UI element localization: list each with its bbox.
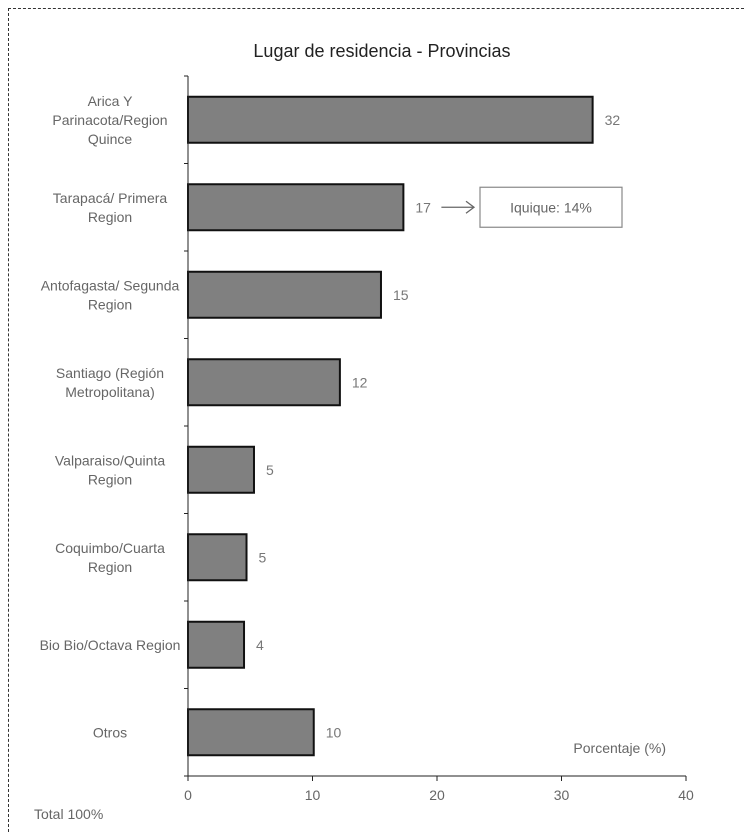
data-label: 4: [256, 637, 264, 653]
x-axis-label: Porcentaje (%): [573, 740, 666, 756]
category-label-line: Arica Y: [88, 93, 134, 109]
category-label-line: Valparaiso/Quinta: [55, 452, 165, 468]
category-label: Bio Bio/Octava Region: [40, 637, 181, 653]
chart-frame: [8, 8, 744, 832]
bar: [187, 358, 341, 407]
category-label-line: Antofagasta/ Segunda: [41, 277, 180, 293]
category-label-line: Tarapacá/ Primera: [53, 190, 168, 206]
data-label: 5: [266, 462, 274, 478]
category-label-line: Region: [88, 209, 132, 225]
annotation-arrowhead: [465, 200, 476, 214]
category-label-line: Quince: [88, 131, 133, 147]
x-tick-label: 20: [429, 787, 445, 803]
bar: [187, 270, 382, 319]
data-label: 5: [259, 549, 267, 565]
category-label: Tarapacá/ Primera Region: [53, 190, 168, 225]
x-tick-label: 30: [554, 787, 570, 803]
category-label: Valparaiso/Quinta Region: [55, 452, 165, 487]
category-label-line: Region: [88, 559, 132, 575]
axes: 0 10 20 30 40: [184, 75, 694, 803]
x-tick-label: 40: [678, 787, 694, 803]
category-label: Antofagasta/ Segunda Region: [41, 277, 180, 312]
data-label: 12: [352, 374, 368, 390]
category-label: Arica Y Parinacota/Region Quince: [52, 93, 167, 147]
bar: [187, 708, 315, 757]
category-label-line: Otros: [93, 724, 127, 740]
category-label: Santiago (Región Metropolitana): [56, 365, 164, 400]
footnote: Total 100%: [34, 806, 103, 822]
category-label: Coquimbo/Cuarta Region: [55, 540, 165, 575]
data-label: 15: [393, 287, 409, 303]
data-label: 10: [326, 724, 342, 740]
data-label: 17: [415, 199, 431, 215]
bars-layer: 32 17 15 12 5 5 4 10: [187, 95, 621, 757]
annotation-layer: Iquique: 14%: [441, 186, 623, 228]
category-label-line: Coquimbo/Cuarta: [55, 540, 165, 556]
annotation-text: Iquique: 14%: [510, 199, 592, 215]
category-label: Otros: [93, 724, 127, 740]
data-label: 32: [605, 112, 621, 128]
category-label-line: Region: [88, 471, 132, 487]
bar: [187, 533, 248, 582]
x-tick-label: 10: [305, 787, 321, 803]
bar: [187, 445, 255, 494]
category-label-line: Region: [88, 296, 132, 312]
x-tick-label: 0: [184, 787, 192, 803]
bar: [187, 183, 405, 232]
chart-title: Lugar de residencia - Provincias: [253, 41, 510, 61]
category-label-line: Parinacota/Region: [52, 112, 167, 128]
category-label-line: Bio Bio/Octava Region: [40, 637, 181, 653]
category-label-line: Santiago (Región: [56, 365, 164, 381]
category-label-line: Metropolitana): [65, 384, 155, 400]
category-labels: Arica Y Parinacota/Region Quince Tarapacá/ …: [40, 93, 181, 741]
annotation-box: [479, 186, 623, 228]
bar: [187, 95, 594, 144]
bar: [187, 620, 246, 669]
